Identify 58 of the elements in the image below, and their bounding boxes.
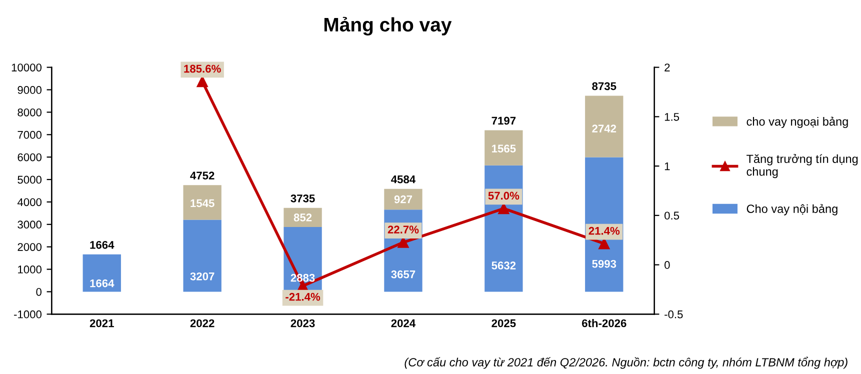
x-tick-label: 2025 <box>492 319 516 328</box>
y-tick-label: 0 <box>36 288 42 296</box>
data-label: 21.4% <box>588 226 620 235</box>
x-tick-label: 6th-2026 <box>582 319 626 328</box>
total-label: 3735 <box>290 194 315 202</box>
data-label: 2742 <box>592 124 616 132</box>
data-label: 5993 <box>592 260 616 268</box>
data-label: 1545 <box>190 199 214 208</box>
data-label: 5632 <box>492 262 516 270</box>
y-tick-label: 1000 <box>18 266 42 274</box>
data-label: -21.4% <box>286 292 320 301</box>
y-tick-label: 7000 <box>18 130 42 139</box>
y-tick-label: -1000 <box>14 310 42 318</box>
data-label: 185.6% <box>184 64 221 73</box>
chart-title: Mảng cho vay <box>324 16 452 36</box>
data-label: 1565 <box>492 144 516 153</box>
data-label: 927 <box>394 195 412 204</box>
bar <box>585 96 624 158</box>
y2-tick-label: 0.5 <box>664 212 680 220</box>
bar <box>484 130 523 166</box>
bar <box>183 185 222 220</box>
x-tick-label: 2022 <box>190 319 214 328</box>
y-tick-label: 9000 <box>18 86 42 94</box>
total-label: 4584 <box>391 175 416 184</box>
y2-tick-label: 1.5 <box>664 113 680 121</box>
bar <box>384 188 422 210</box>
x-tick-label: 2023 <box>290 319 315 328</box>
data-label: 3657 <box>391 270 416 278</box>
data-label: 1664 <box>90 279 114 288</box>
total-label: 4752 <box>190 172 214 180</box>
data-label: 57.0% <box>488 192 520 200</box>
y-tick-label: 2000 <box>18 243 42 251</box>
y2-tick-label: 0 <box>664 261 670 269</box>
point <box>598 238 610 250</box>
data-label: 3207 <box>190 272 214 280</box>
y-tick-label: 8000 <box>18 108 42 116</box>
bar <box>284 208 322 228</box>
total-label: 7197 <box>492 116 516 125</box>
y2-tick-label: -0.5 <box>664 310 683 318</box>
total-label: 8735 <box>592 82 616 90</box>
x-tick-label: 2021 <box>90 319 114 328</box>
data-label: 852 <box>294 214 312 222</box>
y2-tick-label: 2 <box>664 64 670 72</box>
legend-label: Tăng trưởng tín dụng chung <box>746 154 858 178</box>
y-tick-label: 3000 <box>18 220 42 229</box>
y-tick-label: 5000 <box>18 176 42 184</box>
bar <box>82 254 121 292</box>
total-label: 1664 <box>90 240 114 249</box>
y-tick-label: 6000 <box>18 153 42 162</box>
y-tick-label: 10000 <box>12 64 42 72</box>
y2-tick-label: 1 <box>664 162 670 170</box>
text: (Cơ cấu cho vay từ 2021 đến Q2/2026. Nguồn: bctn công ty, nhóm LTBNM tổng hợp) <box>404 356 848 369</box>
y-tick-label: 4000 <box>17 198 42 206</box>
legend-label: cho vay ngoại bảng <box>746 116 848 128</box>
x-tick-label: 2024 <box>391 319 416 328</box>
data-label: 22.7% <box>388 226 419 234</box>
bar <box>183 220 222 292</box>
legend-label: Cho vay nội bảng <box>746 204 838 216</box>
